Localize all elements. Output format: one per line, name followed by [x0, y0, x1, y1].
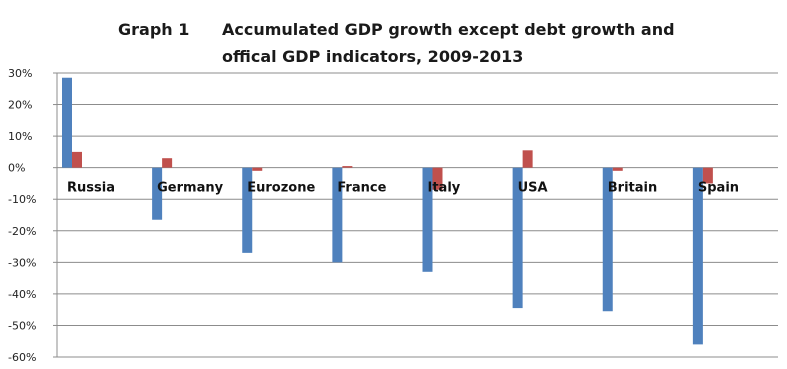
category-label-eurozone: Eurozone: [247, 181, 315, 196]
y-tick-label: -10%: [8, 193, 36, 206]
y-tick-label: -20%: [8, 225, 36, 238]
y-tick-label: -50%: [8, 319, 36, 332]
category-label-france: France: [337, 181, 386, 196]
bar-italy-series-1: [422, 167, 433, 272]
bar-britain-series-1: [602, 167, 613, 312]
bar-spain-series-1: [692, 167, 703, 345]
bar-germany-series-1: [152, 167, 163, 220]
category-labels: Russia Germany Eurozone France Italy USA Brita…: [67, 181, 739, 196]
bar-spain-series-2: [702, 167, 713, 184]
bar-germany-series-2: [162, 158, 173, 168]
y-tick-label: 30%: [8, 67, 32, 80]
y-tick-label: 20%: [8, 99, 32, 112]
category-label-britain: Britain: [608, 181, 657, 196]
y-tick-label: -30%: [8, 256, 36, 269]
category-label-spain: Spain: [698, 181, 739, 196]
bar-britain-series-2: [612, 167, 623, 171]
chart-title-line2: offical GDP indicators, 2009-2013: [222, 47, 523, 66]
y-tick-label: -40%: [8, 288, 36, 301]
category-label-usa: USA: [518, 181, 548, 196]
bar-eurozone-series-2: [252, 167, 263, 171]
gridlines: [57, 72, 778, 358]
graph-label: Graph 1: [118, 20, 189, 39]
bar-russia-series-2: [72, 151, 82, 168]
bar-france-series-2: [342, 166, 353, 168]
category-label-italy: Italy: [428, 181, 461, 196]
bars: [62, 77, 713, 345]
category-label-germany: Germany: [157, 181, 223, 196]
chart-title-line1: Accumulated GDP growth except debt growt…: [222, 20, 675, 39]
category-label-russia: Russia: [67, 181, 115, 196]
bar-russia-series-1: [62, 77, 72, 168]
y-tick-label: 0%: [8, 162, 25, 175]
y-tick-label: -60%: [8, 351, 36, 364]
bar-usa-series-2: [522, 150, 533, 168]
y-tick-label: 10%: [8, 130, 32, 143]
bar-usa-series-1: [512, 167, 523, 309]
bar-france-series-1: [332, 167, 343, 263]
bar-italy-series-2: [432, 167, 443, 190]
y-axis: [53, 72, 58, 358]
bar-eurozone-series-1: [242, 167, 253, 253]
y-tick-labels: 30% 20% 10% 0% -10% -20% -30% -40% -50% -60%: [8, 67, 36, 364]
